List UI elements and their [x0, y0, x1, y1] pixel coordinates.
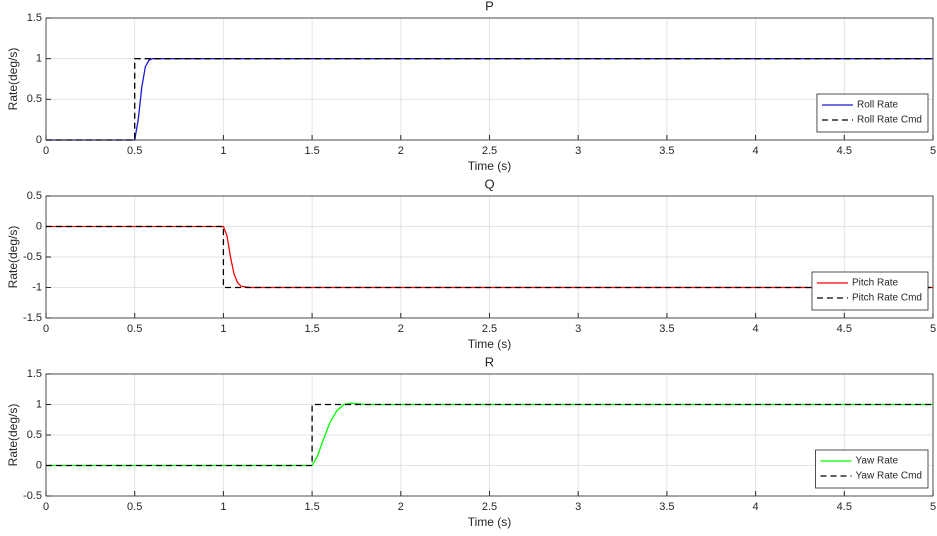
legend-label: Pitch Rate	[852, 278, 899, 289]
x-tick-label: 5	[930, 145, 936, 157]
y-axis-label: Rate(deg/s)	[6, 404, 20, 467]
y-tick-label: -0.5	[23, 251, 42, 263]
y-tick-label: 1	[36, 398, 42, 410]
x-tick-label: 1	[220, 501, 226, 513]
x-tick-label: 2	[398, 501, 404, 513]
data-line	[46, 403, 933, 467]
x-tick-label: 4.5	[837, 501, 852, 513]
y-tick-label: 0	[36, 459, 42, 471]
legend-label: Yaw Rate	[855, 456, 898, 467]
y-tick-label: -0.5	[23, 490, 42, 502]
x-tick-label: 3	[575, 145, 581, 157]
data-line	[46, 225, 933, 289]
x-tick-label: 4.5	[837, 323, 852, 335]
legend-label: Yaw Rate Cmd	[855, 471, 922, 482]
x-tick-label: 1	[220, 323, 226, 335]
y-tick-label: 0.5	[27, 93, 42, 105]
y-tick-label: 0	[36, 220, 42, 232]
data-line	[46, 58, 933, 141]
legend: Roll Rate Roll Rate Cmd	[816, 93, 929, 133]
y-tick-label: 1.5	[27, 368, 42, 380]
x-tick-label: 5	[930, 323, 936, 335]
y-tick-label: -1	[32, 281, 42, 293]
axes-box	[45, 373, 934, 497]
x-tick-label: 0	[43, 145, 49, 157]
x-axis-label: Time (s)	[468, 337, 512, 351]
y-axis-label: Rate(deg/s)	[6, 226, 20, 289]
x-tick-label: 0	[43, 323, 49, 335]
y-tick-label: -1.5	[23, 312, 42, 324]
x-tick-label: 3.5	[659, 145, 674, 157]
x-tick-label: 0.5	[127, 323, 142, 335]
x-tick-label: 1.5	[304, 323, 319, 335]
x-tick-label: 3	[575, 501, 581, 513]
x-tick-label: 2.5	[482, 501, 497, 513]
x-tick-label: 1.5	[304, 145, 319, 157]
legend-label: Roll Rate	[857, 100, 899, 111]
y-tick-label: 1	[36, 53, 42, 65]
x-tick-label: 1	[220, 145, 226, 157]
x-tick-label: 5	[930, 501, 936, 513]
x-axis-label: Time (s)	[468, 515, 512, 529]
x-tick-label: 4	[753, 145, 759, 157]
y-tick-label: 0.5	[27, 190, 42, 202]
legend-label: Roll Rate Cmd	[857, 115, 922, 126]
x-tick-label: 2	[398, 145, 404, 157]
x-tick-label: 2.5	[482, 145, 497, 157]
y-tick-label: 1.5	[27, 12, 42, 24]
y-axis-label: Rate(deg/s)	[6, 48, 20, 111]
x-tick-label: 4	[753, 323, 759, 335]
x-tick-label: 2.5	[482, 323, 497, 335]
axes-box	[45, 195, 934, 319]
legend-box	[815, 449, 929, 489]
x-tick-label: 0.5	[127, 501, 142, 513]
axes-title: P	[485, 0, 494, 13]
legend-box	[811, 271, 929, 311]
x-tick-label: 0	[43, 501, 49, 513]
axes-box	[45, 17, 934, 141]
x-axis-label: Time (s)	[468, 159, 512, 173]
legend-label: Pitch Rate Cmd	[852, 293, 922, 304]
x-tick-label: 3	[575, 323, 581, 335]
y-tick-label: 0	[36, 134, 42, 146]
x-tick-label: 3.5	[659, 323, 674, 335]
x-tick-label: 2	[398, 323, 404, 335]
axes-title: Q	[484, 176, 494, 191]
legend: Yaw Rate Yaw Rate Cmd	[815, 449, 929, 489]
axes-title: R	[485, 354, 494, 369]
x-tick-label: 4.5	[837, 145, 852, 157]
x-tick-label: 0.5	[127, 145, 142, 157]
y-tick-label: 0.5	[27, 429, 42, 441]
x-tick-label: 1.5	[304, 501, 319, 513]
x-tick-label: 3.5	[659, 501, 674, 513]
legend-box	[816, 93, 929, 133]
x-tick-label: 4	[753, 501, 759, 513]
legend: Pitch Rate Pitch Rate Cmd	[811, 271, 929, 311]
